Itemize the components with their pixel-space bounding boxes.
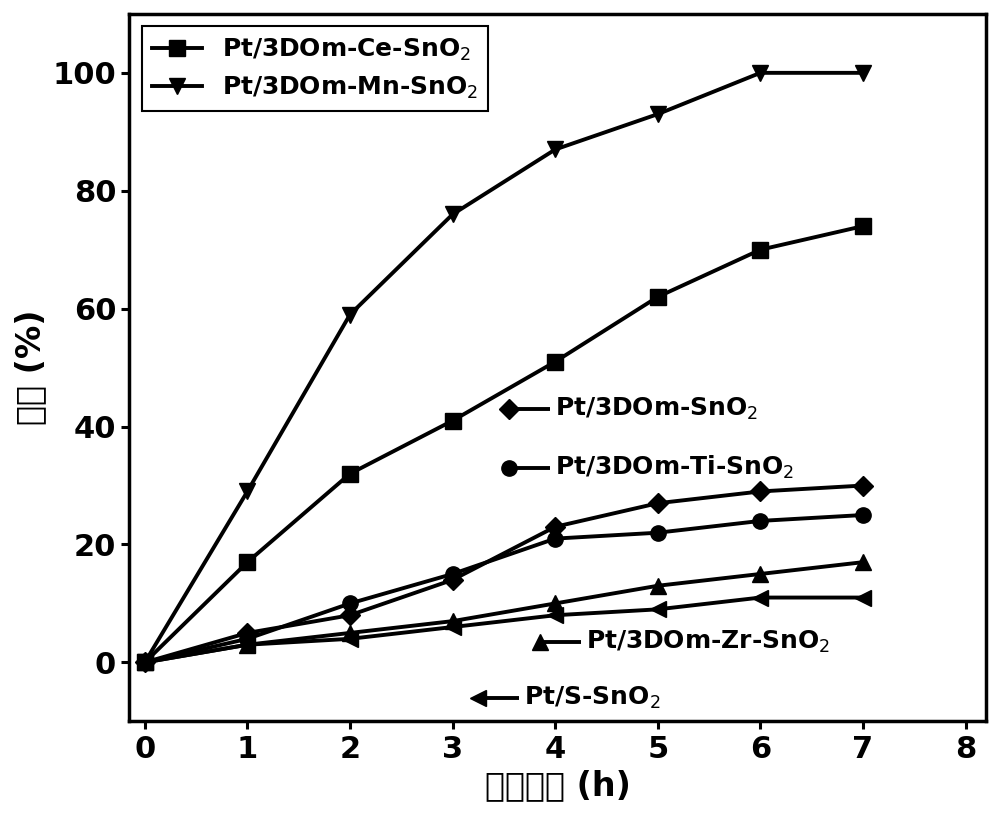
Text: Pt/3DOm-Ti-SnO$_2$: Pt/3DOm-Ti-SnO$_2$ — [555, 455, 794, 481]
Legend: Pt/3DOm-Ce-SnO$_2$, Pt/3DOm-Mn-SnO$_2$: Pt/3DOm-Ce-SnO$_2$, Pt/3DOm-Mn-SnO$_2$ — [142, 26, 488, 111]
X-axis label: 反应时间 (h): 反应时间 (h) — [485, 769, 631, 802]
Y-axis label: 产率 (%): 产率 (%) — [14, 310, 47, 425]
Text: Pt/3DOm-Zr-SnO$_2$: Pt/3DOm-Zr-SnO$_2$ — [586, 628, 830, 655]
Text: Pt/3DOm-SnO$_2$: Pt/3DOm-SnO$_2$ — [555, 396, 758, 422]
Text: Pt/S-SnO$_2$: Pt/S-SnO$_2$ — [524, 685, 661, 711]
